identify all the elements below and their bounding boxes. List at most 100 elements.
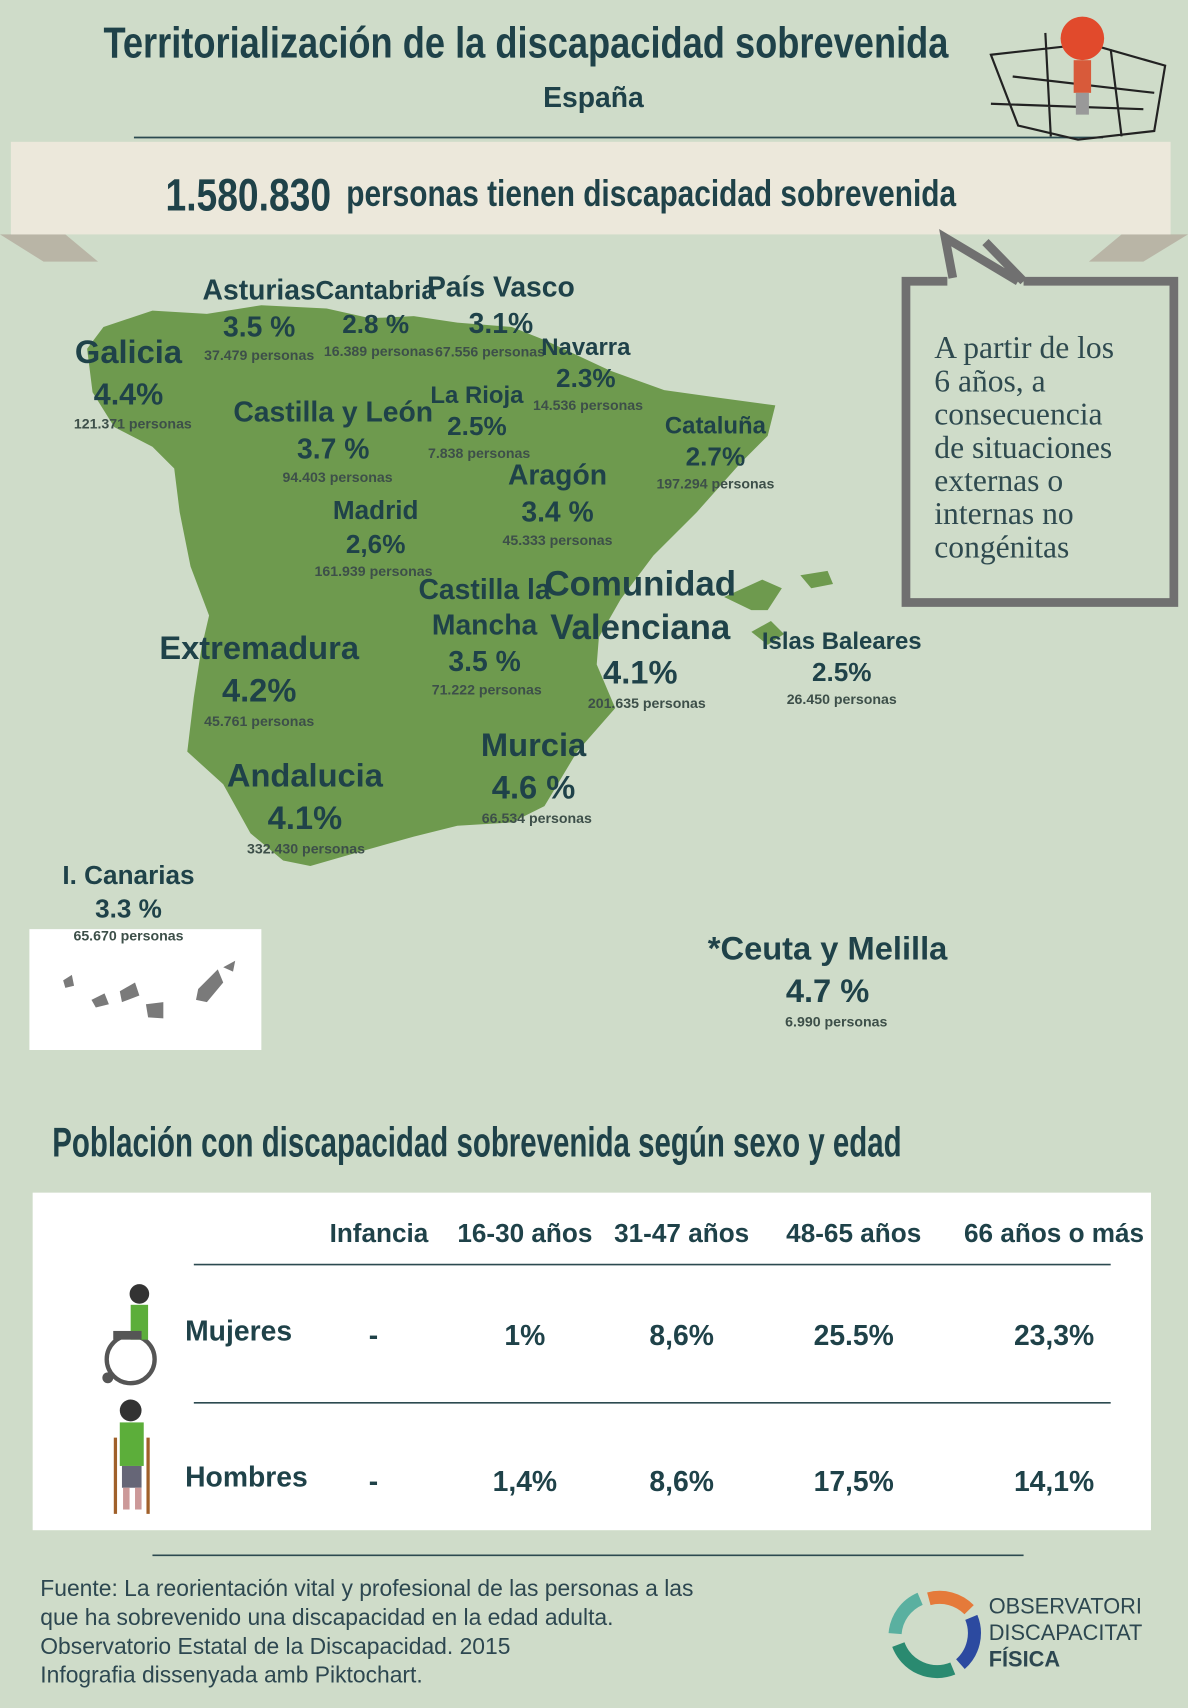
- region-name: Navarra: [541, 334, 631, 361]
- region-percent: 4.1%: [268, 799, 342, 836]
- region-name: Cataluña: [665, 412, 767, 439]
- banner: [0, 141, 1188, 262]
- canarias-map: [63, 960, 236, 1019]
- region-name: Valenciana: [550, 608, 731, 647]
- column-header: 31-47 años: [614, 1218, 749, 1248]
- table-cell: 1,4%: [493, 1465, 558, 1497]
- region-persons: 66.534 personas: [482, 810, 592, 826]
- logo-mark: [888, 1590, 981, 1679]
- region-persons: 16.389 personas: [324, 343, 434, 359]
- region-name: Madrid: [333, 495, 419, 525]
- column-header: 66 años o más: [964, 1218, 1144, 1248]
- region-persons: 332.430 personas: [247, 840, 365, 856]
- row-label: Hombres: [185, 1461, 308, 1493]
- callout-line: internas no: [934, 496, 1073, 531]
- logo-text: DISCAPACITAT: [989, 1620, 1143, 1645]
- region-persons: 67.556 personas: [435, 344, 545, 360]
- region-name: I. Canarias: [62, 860, 194, 890]
- region-name: Murcia: [481, 726, 587, 763]
- region-persons: 7.838 personas: [428, 445, 530, 461]
- region-name: País Vasco: [427, 270, 575, 302]
- title: Territorialización de la discapacidad so…: [103, 20, 949, 68]
- region-name: Comunidad: [545, 564, 737, 603]
- region-name: Castilla y León: [233, 396, 433, 428]
- region-percent: 2.3%: [556, 363, 616, 393]
- region-percent: 2.5%: [812, 657, 872, 687]
- region-persons: 197.294 personas: [656, 475, 774, 491]
- callout-line: A partir de los: [934, 330, 1114, 365]
- region-persons: 37.479 personas: [204, 347, 314, 363]
- row-label: Mujeres: [185, 1315, 292, 1347]
- banner-text: personas tienen discapacidad sobrevenida: [346, 172, 956, 214]
- region-name: La Rioja: [430, 382, 524, 409]
- column-header: 16-30 años: [457, 1218, 592, 1248]
- table-cell: 25.5%: [814, 1319, 894, 1351]
- spain-map: [87, 305, 776, 866]
- table-cell: 1%: [504, 1319, 545, 1351]
- region-persons: 65.670 personas: [73, 928, 183, 944]
- callout-line: 6 años, a: [934, 363, 1045, 398]
- region-persons: 94.403 personas: [283, 469, 393, 485]
- region-percent: 3.5 %: [223, 310, 295, 342]
- region-persons: 14.536 personas: [533, 397, 643, 413]
- region-persons: 6.990 personas: [785, 1014, 887, 1030]
- region-percent: 4.1%: [603, 653, 677, 690]
- callout-box: [901, 228, 1179, 607]
- table-cell: 14,1%: [1014, 1465, 1094, 1497]
- region-name: Andalucia: [227, 756, 384, 793]
- banner-number: 1.580.830: [166, 170, 332, 221]
- region-percent: 2.7%: [686, 441, 746, 471]
- column-header: 48-65 años: [786, 1218, 921, 1248]
- region-name: *Ceuta y Melilla: [708, 930, 948, 967]
- region-persons: 45.761 personas: [204, 713, 314, 729]
- region-name: Extremadura: [159, 629, 359, 666]
- map-pin-icon: [989, 16, 1167, 141]
- baleares-map: [724, 570, 834, 645]
- table-cell: 17,5%: [814, 1465, 894, 1497]
- callout-line: consecuencia: [934, 397, 1102, 432]
- region-percent: 2.5%: [447, 411, 507, 441]
- region-percent: 4.4%: [94, 378, 163, 412]
- region-percent: 3.7 %: [297, 432, 369, 464]
- table-cell: -: [369, 1319, 378, 1351]
- table-title: Población con discapacidad sobrevenida s…: [52, 1120, 901, 1166]
- man-crutches-icon: [113, 1399, 150, 1514]
- table-cell: 23,3%: [1014, 1319, 1094, 1351]
- region-persons: 26.450 personas: [787, 691, 897, 707]
- footer-line: Observatorio Estatal de la Discapacidad.…: [40, 1633, 510, 1659]
- region-name: Mancha: [432, 608, 538, 640]
- region-persons: 45.333 personas: [502, 532, 612, 548]
- callout-line: de situaciones: [934, 430, 1112, 465]
- region-persons: 201.635 personas: [588, 695, 706, 711]
- region-persons: 121.371 personas: [74, 416, 192, 432]
- region-name: Islas Baleares: [762, 628, 922, 655]
- region-percent: 3.4 %: [521, 496, 593, 528]
- region-persons: 161.939 personas: [315, 563, 433, 579]
- region-name: Galicia: [75, 333, 183, 370]
- region-percent: 4.6 %: [492, 768, 576, 805]
- logo-text: FÍSICA: [989, 1647, 1061, 1672]
- region-persons: 71.222 personas: [432, 682, 542, 698]
- region-percent: 3.1%: [469, 307, 534, 339]
- region-percent: 2.8 %: [342, 309, 409, 339]
- canarias-box: [29, 929, 262, 1051]
- region-name: Castilla la: [419, 573, 551, 605]
- logo-text: OBSERVATORI: [989, 1593, 1142, 1618]
- region-percent: 3.5 %: [448, 645, 520, 677]
- table-cell: 8,6%: [649, 1319, 714, 1351]
- woman-wheelchair-icon: [102, 1284, 157, 1386]
- subtitle: España: [543, 81, 644, 113]
- callout-line: externas o: [934, 463, 1063, 498]
- callout-line: congénitas: [934, 529, 1069, 564]
- region-name: Asturias: [203, 274, 316, 306]
- region-name: Cantabria: [315, 275, 436, 305]
- footer-line: Infografia dissenyada amb Piktochart.: [40, 1662, 422, 1688]
- region-percent: 4.7 %: [786, 972, 870, 1009]
- footer-line: que ha sobrevenido una discapacidad en l…: [40, 1604, 613, 1630]
- region-percent: 3.3 %: [95, 894, 162, 924]
- region-percent: 2,6%: [346, 529, 406, 559]
- region-name: Aragón: [508, 459, 607, 491]
- column-header: Infancia: [330, 1218, 429, 1248]
- table-cell: 8,6%: [649, 1465, 714, 1497]
